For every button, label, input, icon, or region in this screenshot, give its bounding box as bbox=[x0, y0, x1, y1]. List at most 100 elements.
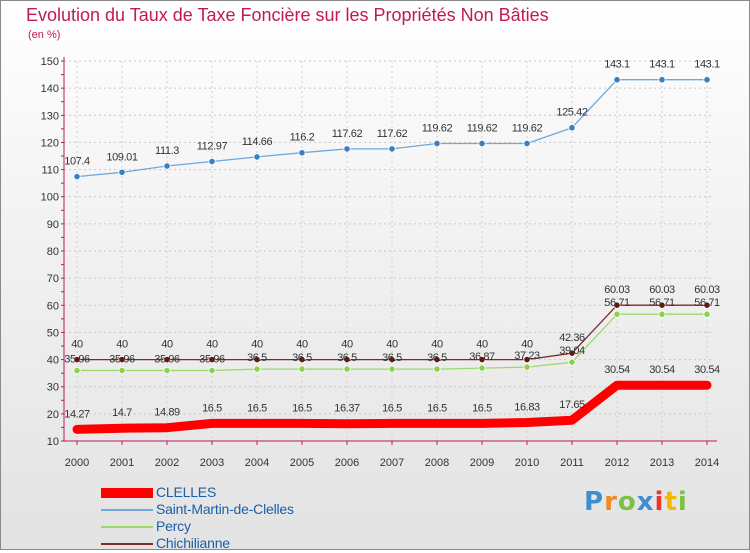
data-point bbox=[658, 76, 666, 84]
data-label: 143.1 bbox=[604, 59, 630, 71]
data-point bbox=[658, 310, 666, 318]
data-label: 56.71 bbox=[649, 297, 675, 309]
x-tick-label: 2000 bbox=[65, 457, 89, 469]
data-point bbox=[613, 310, 621, 318]
legend-swatch bbox=[101, 509, 153, 511]
legend-swatch bbox=[101, 526, 153, 528]
data-label: 109.01 bbox=[106, 151, 138, 163]
y-tick-label: 70 bbox=[47, 273, 59, 285]
logo-letter: i bbox=[654, 487, 665, 517]
y-tick-label: 100 bbox=[41, 192, 59, 204]
data-label: 17.65 bbox=[559, 399, 585, 411]
data-label: 117.62 bbox=[332, 128, 363, 140]
series-line-0 bbox=[72, 380, 712, 434]
data-label: 125.42 bbox=[556, 107, 588, 119]
logo-letter: x bbox=[636, 487, 655, 517]
data-point bbox=[433, 355, 441, 364]
data-label: 14.27 bbox=[64, 408, 90, 420]
data-label: 40 bbox=[521, 339, 533, 351]
data-label: 116.2 bbox=[290, 132, 315, 144]
data-label: 16.5 bbox=[472, 402, 492, 414]
data-point bbox=[613, 76, 621, 84]
data-label: 111.3 bbox=[155, 145, 179, 157]
data-point bbox=[253, 355, 261, 364]
y-tick-label: 10 bbox=[47, 436, 59, 448]
y-tick-label: 140 bbox=[41, 83, 59, 95]
data-point bbox=[208, 366, 216, 375]
x-tick-label: 2010 bbox=[515, 457, 539, 469]
data-point bbox=[73, 355, 81, 364]
data-point bbox=[118, 366, 126, 375]
data-label: 35.96 bbox=[109, 354, 135, 366]
data-label: 56.71 bbox=[694, 297, 720, 309]
data-label: 143.1 bbox=[649, 59, 675, 71]
x-tick-label: 2002 bbox=[155, 457, 179, 469]
data-label: 16.37 bbox=[334, 403, 360, 415]
data-point bbox=[478, 364, 486, 372]
data-label: 36.5 bbox=[292, 352, 312, 364]
data-label: 16.5 bbox=[292, 402, 312, 414]
x-tick-label: 2012 bbox=[605, 457, 629, 469]
data-label: 40 bbox=[341, 339, 353, 351]
chart-title: Evolution du Taux de Taxe Foncière sur l… bbox=[26, 5, 549, 25]
logo-letter: t bbox=[664, 487, 678, 517]
data-label: 40 bbox=[116, 339, 128, 351]
x-tick-label: 2003 bbox=[200, 457, 224, 469]
data-point bbox=[73, 366, 81, 375]
data-point bbox=[163, 355, 171, 364]
y-tick-label: 120 bbox=[41, 137, 59, 149]
data-label: 40 bbox=[71, 339, 83, 351]
data-label: 36.5 bbox=[382, 352, 402, 364]
data-point bbox=[523, 363, 531, 371]
data-point bbox=[703, 76, 711, 84]
data-label: 119.62 bbox=[512, 122, 543, 134]
y-tick-label: 90 bbox=[47, 219, 59, 231]
data-point bbox=[613, 301, 621, 309]
data-point bbox=[478, 355, 486, 364]
data-point bbox=[73, 173, 81, 181]
data-label: 60.03 bbox=[694, 284, 720, 296]
data-label: 16.5 bbox=[427, 402, 447, 414]
x-tick-label: 2014 bbox=[695, 457, 719, 469]
data-point bbox=[703, 310, 711, 318]
y-tick-label: 110 bbox=[41, 165, 59, 177]
data-label: 16.83 bbox=[514, 401, 540, 413]
data-label: 114.66 bbox=[242, 136, 273, 148]
legend-label: Percy bbox=[156, 518, 191, 534]
data-label: 16.5 bbox=[202, 402, 222, 414]
data-label: 60.03 bbox=[649, 284, 675, 296]
data-point bbox=[343, 365, 351, 373]
data-point bbox=[433, 365, 441, 373]
data-label: 40 bbox=[206, 339, 218, 351]
data-label: 40 bbox=[476, 339, 488, 351]
logo-letter: P bbox=[584, 487, 605, 517]
data-point bbox=[478, 139, 486, 148]
y-tick-label: 60 bbox=[47, 300, 59, 312]
data-point bbox=[388, 145, 396, 153]
data-label: 37.23 bbox=[514, 350, 540, 362]
data-label: 36.87 bbox=[469, 351, 495, 363]
x-tick-label: 2006 bbox=[335, 457, 359, 469]
legend-label: CLELLES bbox=[156, 484, 217, 500]
legend-label: Chichilianne bbox=[156, 535, 230, 551]
data-label: 107.4 bbox=[64, 156, 90, 168]
y-tick-label: 50 bbox=[47, 327, 59, 339]
x-tick-label: 2005 bbox=[290, 457, 314, 469]
data-point bbox=[118, 355, 126, 364]
data-label: 117.62 bbox=[377, 128, 408, 140]
data-point bbox=[568, 124, 576, 132]
data-label: 36.5 bbox=[247, 352, 267, 364]
data-point bbox=[298, 365, 306, 373]
x-tick-label: 2007 bbox=[380, 457, 404, 469]
data-point bbox=[343, 355, 351, 364]
data-label: 40 bbox=[251, 339, 263, 351]
data-label: 30.54 bbox=[649, 364, 675, 376]
logo-letter: o bbox=[617, 487, 637, 517]
data-label: 16.5 bbox=[247, 402, 267, 414]
data-point bbox=[658, 301, 666, 309]
data-label: 35.96 bbox=[154, 354, 180, 366]
data-point bbox=[433, 139, 441, 148]
data-label: 112.97 bbox=[197, 141, 228, 153]
